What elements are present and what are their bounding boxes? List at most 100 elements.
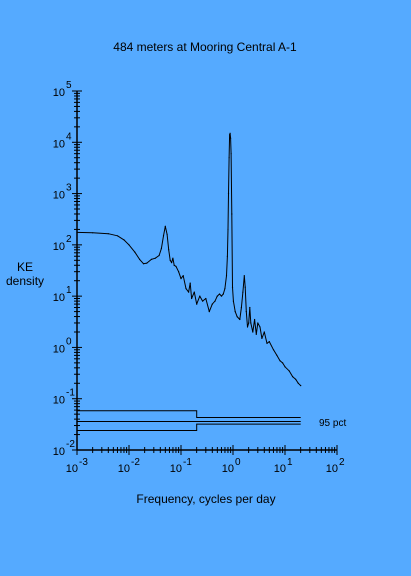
x-tick-label-exponent: -2 <box>131 457 140 468</box>
spectrum-point <box>134 251 136 253</box>
spectrum-point <box>245 311 247 313</box>
spectrum-point <box>300 385 302 387</box>
confidence-label: 95 pct <box>319 418 346 429</box>
spectrum-series-line <box>76 132 302 386</box>
spectrum-point <box>259 326 261 328</box>
spectrum-point <box>257 322 259 324</box>
x-tick-label-base: 10 <box>170 463 182 475</box>
y-tick-label-base: 10 <box>53 138 65 150</box>
y-axis-label-line-2: density <box>6 274 44 288</box>
spectrum-point <box>169 259 171 261</box>
spectrum-point <box>185 288 187 290</box>
spectrum-point <box>272 349 275 351</box>
y-tick-label-exponent: 5 <box>66 80 72 91</box>
spectrum-point <box>193 291 195 293</box>
x-tick-label-base: 10 <box>326 463 338 475</box>
x-axis-label: Frequency, cycles per day <box>136 492 275 506</box>
spectrum-point <box>162 235 165 237</box>
spectrum-point <box>252 331 254 333</box>
spectrum-point <box>230 153 232 155</box>
spectrum-point <box>276 354 278 356</box>
spectrum-point <box>266 342 268 344</box>
spectrum-point <box>158 254 160 257</box>
spectrum-point <box>268 341 270 343</box>
spectrum-point <box>240 306 242 309</box>
spectrum-point <box>231 213 233 215</box>
spectrum-point <box>154 257 156 259</box>
spectrum-point <box>227 228 229 230</box>
x-tick-label-exponent: 2 <box>339 457 345 468</box>
spectrum-point <box>282 362 284 364</box>
axes-layer: 10-210-110010110210310410510-310-210-110… <box>53 80 345 475</box>
y-tick-label-exponent: -1 <box>66 388 75 399</box>
x-tick-label-exponent: -1 <box>183 457 192 468</box>
spectrum-point <box>191 297 193 300</box>
spectrum-point <box>220 295 223 297</box>
spectrum-point <box>123 239 125 241</box>
spectrum-point <box>279 360 281 362</box>
spectrum-point <box>171 262 173 264</box>
spectrum-point <box>231 286 234 288</box>
spectrum-point <box>182 275 184 277</box>
spectrum-point <box>232 300 234 302</box>
spectrum-point <box>218 293 221 295</box>
spectrum-point <box>234 311 236 313</box>
spectrum-point <box>226 255 228 257</box>
x-tick-label-exponent: 1 <box>287 457 293 468</box>
spectrum-point <box>229 132 231 134</box>
spectrum-point <box>175 265 177 267</box>
spectrum-point <box>239 318 241 321</box>
spectrum-point <box>249 306 251 309</box>
spectrum-point <box>146 262 148 264</box>
spectrum-point <box>230 137 232 139</box>
spectrum-point <box>178 271 180 273</box>
spectrum-point <box>222 293 224 295</box>
spectrum-point <box>246 326 249 328</box>
y-tick-label-exponent: 4 <box>66 131 72 142</box>
confidence-interval-layer <box>77 410 301 431</box>
spectrum-point <box>128 244 130 246</box>
spectrum-point <box>288 370 290 372</box>
x-tick-label-base: 10 <box>222 463 234 475</box>
spectrum-point <box>107 233 109 235</box>
spectrum-point <box>76 231 78 233</box>
spectrum-point <box>168 249 170 251</box>
spectrum-point <box>166 233 168 235</box>
y-tick-label-base: 10 <box>53 241 65 253</box>
y-tick-label-base: 10 <box>53 343 65 355</box>
spectrum-point <box>292 376 294 378</box>
y-tick-label-exponent: 3 <box>66 183 72 194</box>
spectrum-point <box>196 303 198 305</box>
spectrum-point <box>284 366 286 368</box>
spectrum-point <box>150 258 152 260</box>
y-tick-label-base: 10 <box>53 190 65 202</box>
spectrum-point <box>250 322 252 324</box>
spectrum-point <box>180 278 182 280</box>
spectrum-point <box>224 288 226 290</box>
spectrum-point <box>92 232 94 234</box>
spectrum-point <box>244 286 246 288</box>
spectrum-point <box>211 303 213 305</box>
spectrum-point <box>261 337 263 339</box>
spectrum-point <box>255 333 257 335</box>
confidence-line-upper <box>77 410 301 418</box>
spectrum-point <box>243 275 245 277</box>
spectrum-point <box>189 282 191 284</box>
spectrum-point <box>199 295 201 297</box>
spectrum-point <box>297 382 299 384</box>
y-tick-label-base: 10 <box>53 87 65 99</box>
y-tick-label-exponent: 2 <box>66 234 72 245</box>
spectrum-point <box>116 235 119 237</box>
chart-title: 484 meters at Mooring Central A-1 <box>113 40 297 54</box>
x-tick-label-exponent: 0 <box>235 457 241 468</box>
spectrum-point <box>139 258 141 260</box>
series-layer <box>76 132 302 387</box>
spectrum-point <box>173 264 175 266</box>
x-tick-label-base: 10 <box>274 463 286 475</box>
spectrum-point <box>160 247 162 250</box>
spectrum-point <box>225 275 228 277</box>
spectrum-point <box>242 291 244 293</box>
y-tick-label-exponent: 0 <box>66 336 72 347</box>
spectrum-point <box>188 291 190 293</box>
